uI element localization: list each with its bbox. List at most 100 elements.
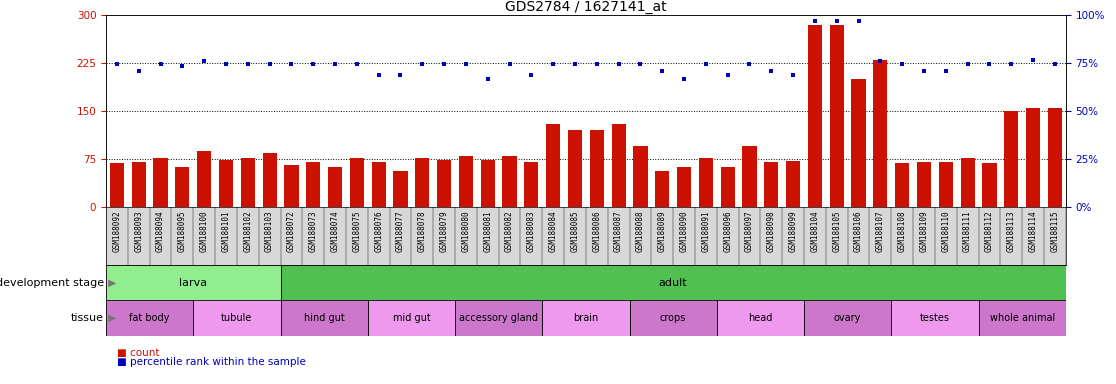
Text: GSM188099: GSM188099 (789, 210, 798, 252)
Text: head: head (748, 313, 772, 323)
Bar (699, 158, 713, 207)
Point (129, 68, 147, 74)
Point (326, 61, 344, 67)
Point (435, 61, 453, 67)
Text: GSM188106: GSM188106 (854, 210, 863, 252)
Point (545, 61, 562, 67)
Point (872, 58, 889, 64)
Point (785, 72, 802, 78)
Point (173, 63, 191, 69)
Text: GSM188112: GSM188112 (985, 210, 994, 252)
Bar (502, 156, 517, 207)
Bar (280, 265, 1066, 300)
Bar (372, 162, 386, 207)
Bar (262, 152, 277, 207)
Point (501, 61, 519, 67)
Bar (655, 170, 670, 207)
Bar (525, 162, 538, 207)
Bar (394, 170, 407, 207)
Text: GSM188094: GSM188094 (156, 210, 165, 252)
Point (936, 68, 954, 74)
Bar (280, 300, 368, 336)
Text: GSM188096: GSM188096 (723, 210, 732, 252)
Bar (437, 160, 451, 207)
Text: GSM188092: GSM188092 (113, 210, 122, 252)
Text: GSM188075: GSM188075 (353, 210, 362, 252)
Bar (285, 165, 298, 207)
Point (915, 68, 933, 74)
Text: GSM188115: GSM188115 (1050, 210, 1059, 252)
Text: GSM188110: GSM188110 (941, 210, 951, 252)
Text: brain: brain (574, 313, 598, 323)
Text: GSM188105: GSM188105 (833, 210, 841, 252)
Text: GSM188111: GSM188111 (963, 210, 972, 252)
Title: GDS2784 / 1627141_at: GDS2784 / 1627141_at (506, 0, 666, 14)
Point (522, 72, 540, 78)
Bar (939, 162, 953, 207)
Bar (106, 300, 193, 336)
Text: GSM188073: GSM188073 (309, 210, 318, 252)
Point (1046, 61, 1064, 67)
Bar (892, 300, 979, 336)
Text: adult: adult (658, 278, 687, 288)
Bar (349, 158, 364, 207)
Bar (328, 167, 343, 207)
Point (959, 61, 976, 67)
Bar (193, 300, 280, 336)
Text: GSM188089: GSM188089 (657, 210, 666, 252)
Point (152, 61, 170, 67)
Bar (716, 300, 804, 336)
Point (741, 61, 759, 67)
Point (806, 18, 824, 25)
Text: GSM188091: GSM188091 (701, 210, 711, 252)
Point (653, 68, 671, 74)
Text: mid gut: mid gut (393, 313, 431, 323)
Bar (742, 146, 757, 207)
Text: tubule: tubule (221, 313, 252, 323)
Point (719, 72, 737, 78)
Point (348, 61, 366, 67)
Point (632, 61, 650, 67)
Bar (1004, 111, 1018, 207)
Text: GSM188109: GSM188109 (920, 210, 929, 252)
Point (369, 72, 387, 78)
Bar (786, 161, 800, 207)
Text: GSM188107: GSM188107 (876, 210, 885, 252)
Text: GSM188077: GSM188077 (396, 210, 405, 252)
Bar (612, 124, 626, 207)
Text: GSM188074: GSM188074 (330, 210, 339, 252)
Text: GSM188103: GSM188103 (266, 210, 275, 252)
Bar (219, 160, 233, 207)
Point (849, 18, 867, 25)
Point (195, 58, 213, 64)
Point (696, 61, 714, 67)
Bar (459, 156, 473, 207)
Text: ovary: ovary (834, 313, 862, 323)
Text: GSM188104: GSM188104 (810, 210, 819, 252)
Text: GSM188114: GSM188114 (1029, 210, 1038, 252)
Point (282, 61, 300, 67)
Text: GSM188101: GSM188101 (221, 210, 231, 252)
Point (609, 61, 627, 67)
Bar (1026, 108, 1040, 207)
Point (239, 61, 257, 67)
Point (305, 61, 323, 67)
Bar (132, 162, 146, 207)
Bar (455, 300, 542, 336)
Text: ▶: ▶ (105, 313, 116, 323)
Text: crops: crops (660, 313, 686, 323)
Bar (368, 300, 455, 336)
Text: fat body: fat body (129, 313, 170, 323)
Text: GSM188087: GSM188087 (614, 210, 623, 252)
Point (392, 72, 410, 78)
Text: GSM188090: GSM188090 (680, 210, 689, 252)
Bar (804, 300, 892, 336)
Text: ▶: ▶ (105, 278, 116, 288)
Bar (634, 146, 647, 207)
Bar (1048, 108, 1062, 207)
Point (566, 61, 584, 67)
Bar (109, 164, 124, 207)
Bar (198, 151, 211, 207)
Text: ■ percentile rank within the sample: ■ percentile rank within the sample (117, 357, 306, 367)
Point (893, 61, 911, 67)
